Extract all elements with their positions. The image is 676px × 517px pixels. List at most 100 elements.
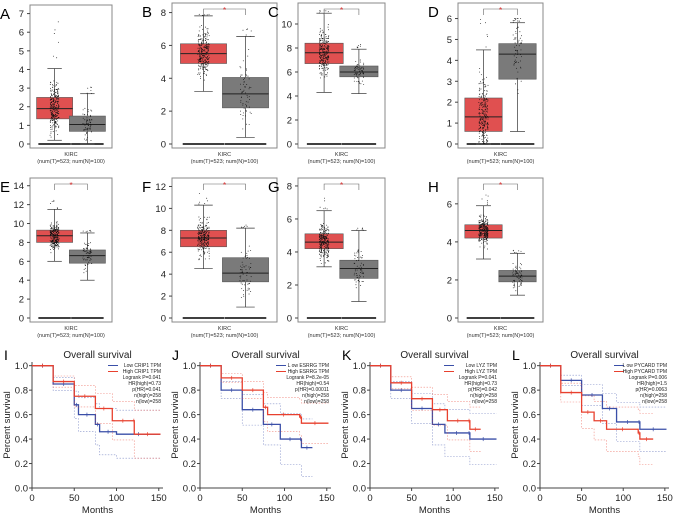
- normal-data-point: [517, 20, 519, 22]
- tumor-data-point: [320, 238, 322, 240]
- tumor-data-point: [57, 41, 59, 43]
- normal-data-point: [88, 245, 89, 246]
- tumor-data-point: [319, 50, 321, 52]
- tumor-data-point: [54, 94, 56, 96]
- tumor-data-point: [198, 236, 200, 238]
- tumor-data-point: [202, 43, 204, 45]
- tumor-data-point: [51, 226, 53, 228]
- tumor-data-point: [53, 114, 55, 116]
- tumor-data-point: [484, 122, 486, 124]
- tumor-data-point: [58, 232, 60, 234]
- tumor-data-point: [197, 227, 199, 228]
- tumor-data-point: [57, 227, 59, 229]
- tumor-data-point: [203, 72, 205, 74]
- normal-data-point: [244, 225, 246, 227]
- normal-data-point: [517, 71, 519, 73]
- tumor-data-point: [55, 227, 57, 228]
- normal-data-point: [357, 267, 359, 269]
- y-tick-label: 8: [161, 226, 166, 237]
- tumor-data-point: [199, 241, 201, 242]
- normal-data-point: [248, 106, 250, 108]
- tumor-data-point: [56, 221, 58, 223]
- tumor-data-point: [320, 35, 322, 36]
- tumor-data-point: [478, 136, 480, 137]
- normal-data-point: [521, 264, 522, 266]
- normal-data-point: [243, 81, 245, 83]
- tumor-data-point: [481, 109, 483, 111]
- tumor-data-point: [200, 50, 202, 52]
- tumor-data-point: [479, 246, 481, 248]
- tumor-data-point: [51, 241, 53, 243]
- normal-data-point: [245, 257, 247, 259]
- normal-data-point: [517, 53, 519, 55]
- tumor-data-point: [52, 247, 54, 249]
- normal-data-point: [357, 257, 358, 258]
- tumor-data-point: [57, 87, 59, 89]
- tumor-data-point: [52, 99, 54, 101]
- tumor-data-point: [483, 241, 485, 243]
- tumor-data-point: [486, 229, 488, 231]
- tumor-data-point: [483, 230, 485, 232]
- tumor-data-point: [479, 227, 480, 229]
- tumor-data-point: [199, 242, 201, 244]
- y-tick-label: 4: [19, 276, 24, 287]
- tumor-data-point: [57, 112, 59, 114]
- y-tick-label: 0.2: [523, 459, 536, 470]
- normal-data-point: [358, 260, 360, 262]
- tumor-data-point: [52, 236, 54, 238]
- tumor-data-point: [51, 110, 53, 112]
- tumor-data-point: [320, 30, 322, 32]
- tumor-data-point: [481, 102, 483, 104]
- tumor-data-point: [203, 43, 205, 45]
- tumor-data-point: [200, 231, 202, 233]
- confidence-band-lower: [32, 365, 161, 459]
- x-axis-label: Months: [589, 505, 620, 516]
- tumor-data-point: [49, 233, 51, 235]
- tumor-data-point: [52, 114, 54, 115]
- tumor-data-point: [478, 108, 480, 110]
- tumor-data-point: [483, 97, 485, 99]
- tumor-data-point: [479, 117, 481, 119]
- tumor-data-point: [487, 143, 489, 145]
- tumor-data-point: [199, 56, 200, 57]
- tumor-data-point: [200, 48, 202, 50]
- tumor-data-point: [55, 234, 57, 236]
- tumor-data-point: [486, 243, 488, 245]
- tumor-data-point: [320, 237, 322, 239]
- tumor-data-point: [487, 224, 489, 226]
- tumor-data-point: [484, 115, 486, 117]
- tumor-data-point: [482, 127, 484, 129]
- tumor-data-point: [321, 33, 323, 35]
- tumor-data-point: [56, 225, 58, 227]
- tumor-data-point: [198, 228, 200, 230]
- tumor-data-point: [482, 227, 484, 229]
- normal-data-point: [520, 250, 522, 252]
- tumor-data-point: [324, 43, 325, 45]
- tumor-data-point: [198, 231, 200, 233]
- tumor-data-point: [204, 241, 206, 243]
- tumor-data-point: [49, 102, 51, 104]
- tumor-data-point: [197, 73, 199, 75]
- normal-data-point: [358, 281, 360, 283]
- normal-data-point: [354, 252, 356, 254]
- tumor-data-point: [319, 28, 321, 30]
- y-axis-label: Percent survival: [2, 391, 13, 459]
- tumor-data-point: [480, 233, 482, 235]
- tumor-data-point: [53, 249, 55, 250]
- normal-data-point: [242, 273, 244, 275]
- tumor-data-point: [56, 222, 58, 224]
- normal-data-point: [87, 119, 88, 121]
- normal-data-point: [85, 251, 87, 253]
- tumor-data-point: [201, 65, 203, 67]
- tumor-data-point: [320, 247, 322, 249]
- tumor-data-point: [57, 104, 59, 106]
- normal-data-point: [239, 277, 241, 279]
- normal-data-point: [87, 87, 89, 89]
- tumor-data-point: [484, 221, 486, 223]
- tumor-data-point: [319, 47, 321, 49]
- significance-bracket: [483, 8, 518, 15]
- tumor-data-point: [483, 215, 485, 217]
- normal-data-point: [246, 272, 248, 274]
- tumor-data-point: [53, 100, 54, 102]
- tumor-data-point: [483, 84, 485, 85]
